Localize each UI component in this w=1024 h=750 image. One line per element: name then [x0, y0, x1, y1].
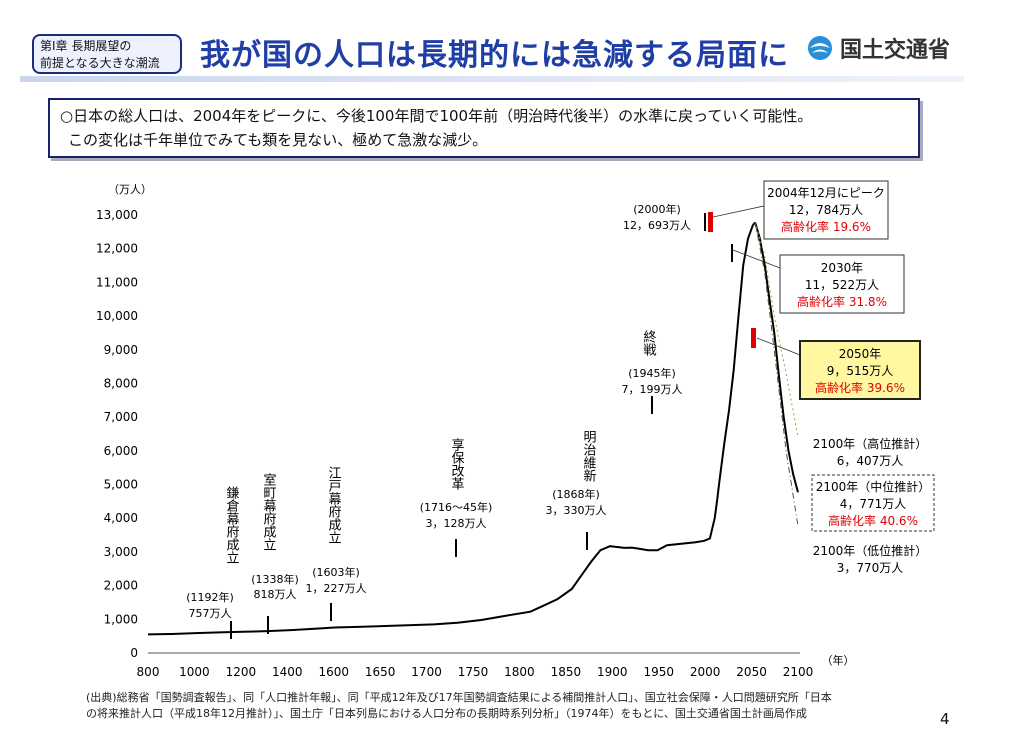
annot-kamakura-event: 鎌倉幕府成立: [224, 486, 240, 564]
peak-marker: [708, 212, 713, 232]
y-tick-label: 12,000: [96, 242, 138, 256]
x-tick-label: 1650: [365, 665, 396, 679]
peak-callout-pointer: [712, 205, 765, 218]
annot-edo-event: 江戸幕府成立: [326, 466, 342, 544]
series-line: [754, 222, 799, 438]
x-tick-label: 2050: [736, 665, 767, 679]
annot-war-value: 7，199万人: [622, 383, 683, 396]
y-tick-label: 1,000: [104, 612, 138, 626]
annot-war-year: (1945年): [628, 366, 676, 380]
y2050-marker: [751, 328, 756, 348]
x-tick-label: 1850: [551, 665, 582, 679]
y-tick-label: 11,000: [96, 275, 138, 289]
source-note: (出典)総務省「国勢調査報告」、同「人口推計年報」、同「平成12年及び17年国勢…: [86, 690, 832, 722]
high2100-line2: 6，407万人: [837, 454, 904, 468]
low2100-line1: 2100年（低位推計）: [813, 543, 928, 558]
summary-line1: ○日本の総人口は、2004年をピークに、今後100年間で100年前（明治時代後半…: [60, 107, 813, 125]
series-line: [754, 222, 799, 493]
mlit-logo: 国土交通省: [806, 32, 950, 64]
chapter-line1: 第Ⅰ章 長期展望の: [40, 39, 132, 53]
peak-callout-box: [763, 180, 889, 240]
y2050-aging: 高齢化率 39.6%: [815, 380, 905, 395]
y-tick-label: 9,000: [104, 343, 138, 357]
source-line2: の将来推計人口（平成18年12月推計）」、国土庁「日本列島における人口分布の長期…: [86, 707, 807, 720]
x-tick-label: 1800: [504, 665, 535, 679]
annot-edo-year: (1603年): [312, 565, 360, 579]
x-tick-label: 1900: [597, 665, 628, 679]
annot-kyoho-value: 3，128万人: [426, 517, 487, 530]
y-tick-label: 13,000: [96, 208, 138, 222]
high2100-line1: 2100年（高位推計）: [813, 436, 928, 451]
y2050-callout-box: [799, 340, 921, 400]
mlit-emblem-icon: [808, 36, 832, 60]
y-tick-label: 3,000: [104, 545, 138, 559]
x-tick-label: 1700: [411, 665, 442, 679]
y-tick-label: 4,000: [104, 511, 138, 525]
y2050-line2: 9，515万人: [827, 364, 894, 378]
annot-meiji-value: 3，330万人: [546, 504, 607, 517]
y-tick-label: 6,000: [104, 444, 138, 458]
y-tick-label: 0: [130, 646, 138, 660]
y2030-callout-box: [779, 254, 905, 314]
series-line: [754, 222, 799, 527]
mid2100-line1: 2100年（中位推計）: [816, 479, 931, 494]
low2100-line2: 3，770万人: [837, 561, 904, 575]
y-tick-label: 10,000: [96, 309, 138, 323]
series-line: [147, 221, 756, 636]
annot-kyoho-year: (1716～45年): [420, 500, 493, 514]
annot-meiji-year: (1868年): [552, 487, 600, 501]
annot-2000-year: (2000年): [633, 202, 681, 216]
x-tick-label: 1400: [272, 665, 303, 679]
annot-kamakura-year: (1192年): [186, 590, 234, 604]
x-tick-label: 800: [137, 665, 160, 679]
x-tick-label: 1950: [643, 665, 674, 679]
y-axis-label: （万人）: [108, 183, 152, 196]
source-line1: (出典)総務省「国勢調査報告」、同「人口推計年報」、同「平成12年及び17年国勢…: [86, 691, 832, 704]
y-tick-label: 2,000: [104, 579, 138, 593]
peak-aging: 高齢化率 19.6%: [781, 219, 871, 234]
y2050-line1: 2050年: [839, 347, 882, 361]
title-divider: [20, 76, 964, 82]
x-tick-label: 1600: [318, 665, 349, 679]
annot-muromachi-event: 室町幕府成立: [261, 472, 277, 551]
y-tick-label: 5,000: [104, 478, 138, 492]
x-tick-label: 2000: [690, 665, 721, 679]
x-tick-label: 1200: [226, 665, 257, 679]
mid2100-aging: 高齢化率 40.6%: [828, 513, 918, 528]
mid2100-callout-box: [811, 474, 935, 532]
logo-text: 国土交通省: [840, 38, 951, 63]
annot-muromachi-year: (1338年): [251, 572, 299, 586]
y-tick-label: 7,000: [104, 410, 138, 424]
x-tick-label: 1000: [179, 665, 210, 679]
annot-muromachi-value: 818万人: [254, 588, 297, 601]
annot-war-event: 終戦: [641, 329, 657, 357]
x-tick-label: 2100: [783, 665, 814, 679]
y2030-line1: 2030年: [821, 261, 864, 275]
page-title: 我が国の人口は長期的には急減する局面に: [200, 38, 789, 73]
annot-meiji-event: 明治維新: [581, 430, 597, 482]
summary-box: ○日本の総人口は、2004年をピークに、今後100年間で100年前（明治時代後半…: [48, 98, 920, 158]
y2030-aging: 高齢化率 31.8%: [797, 294, 887, 309]
y2030-line2: 11，522万人: [805, 278, 879, 292]
annot-kamakura-value: 757万人: [189, 607, 232, 620]
peak-line1: 2004年12月にピーク: [767, 186, 885, 200]
annot-kyoho-event: 享保改革: [449, 437, 465, 490]
y2030-callout-pointer: [732, 249, 781, 269]
annot-2000-value: 12，693万人: [623, 219, 691, 232]
x-axis-label: （年）: [822, 653, 855, 667]
x-tick-label: 1750: [458, 665, 489, 679]
summary-line2: この変化は千年単位でみても類を見ない、極めて急激な減少。: [68, 131, 488, 149]
page-number: 4: [940, 710, 950, 728]
mid2100-line2: 4，771万人: [840, 497, 907, 511]
chapter-line2: 前提となる大きな潮流: [40, 56, 160, 70]
y2050-callout-pointer: [756, 337, 801, 356]
peak-line2: 12，784万人: [789, 203, 863, 217]
chapter-label: 第Ⅰ章 長期展望の 前提となる大きな潮流: [32, 34, 182, 74]
annot-edo-value: 1，227万人: [306, 582, 367, 595]
y-tick-label: 8,000: [104, 376, 138, 390]
